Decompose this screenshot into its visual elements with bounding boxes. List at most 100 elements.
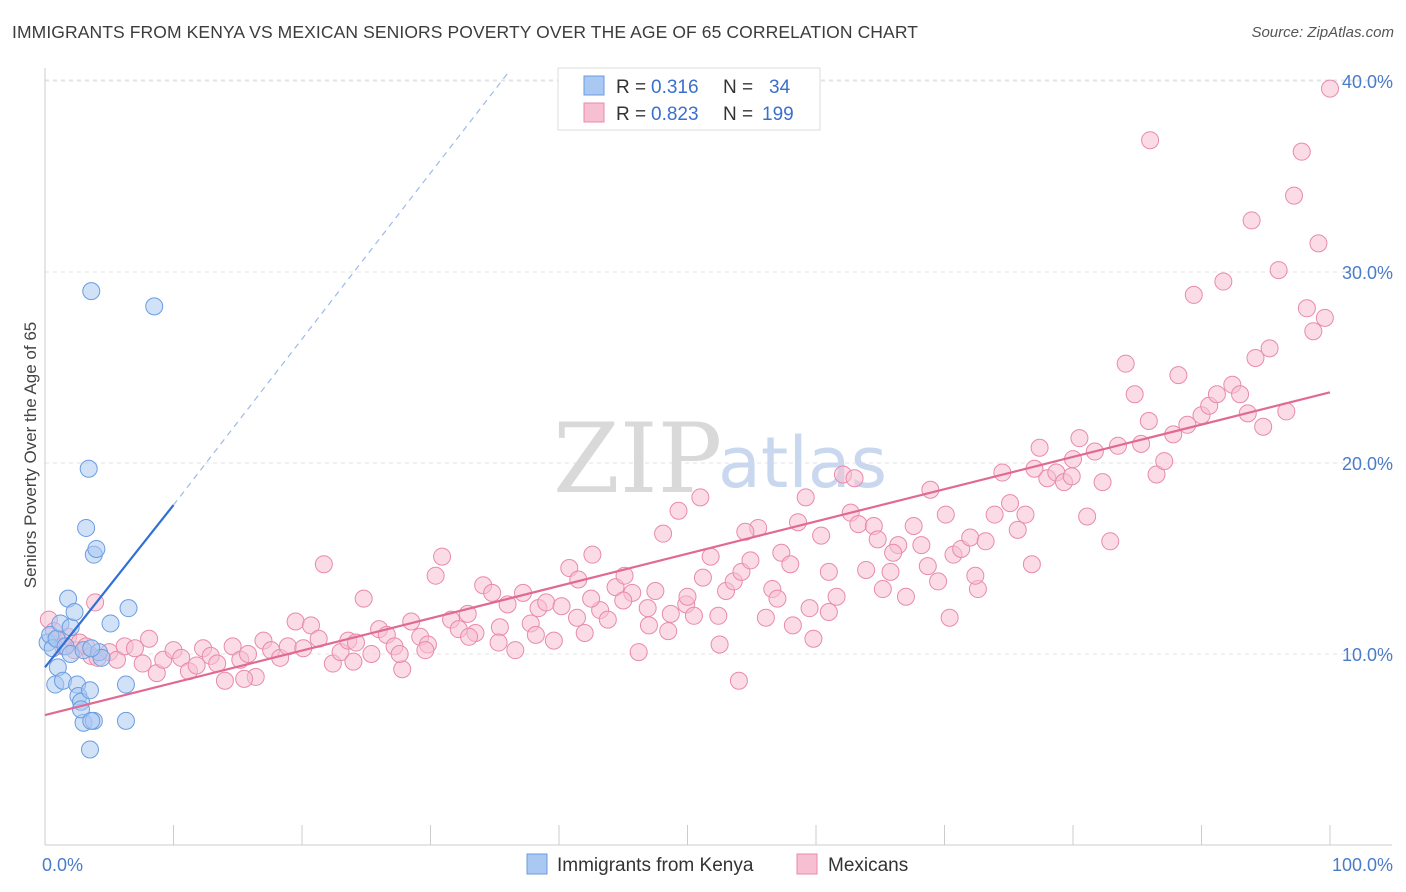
mexicans-point-182 (845, 469, 864, 488)
mexicans-point-110 (873, 580, 892, 599)
mexicans-point-160 (1260, 339, 1279, 358)
series-legend-label-mexicans: Mexicans (828, 855, 908, 876)
mexicans-point-107 (849, 515, 868, 534)
kenya-point-23 (82, 639, 101, 658)
legend-n-label-kenya: N = (723, 77, 753, 98)
mexicans-point-197 (940, 608, 959, 627)
mexicans-point-68 (544, 631, 563, 650)
mexicans-point-108 (857, 560, 876, 579)
mexicans-point-178 (235, 669, 254, 688)
series-immigrants-from-kenya (38, 282, 164, 759)
mexicans-point-54 (433, 547, 452, 566)
legend-swatch-mexicans (583, 102, 605, 123)
series-legend: Immigrants from Kenya Mexicans (526, 853, 908, 876)
y-tick-label-0: 10.0% (1342, 645, 1393, 665)
series-mexicans (39, 79, 1339, 690)
mexicans-point-166 (1304, 322, 1323, 341)
mexicans-point-61 (490, 618, 509, 637)
mexicans-point-123 (976, 532, 995, 551)
mexicans-point-44 (354, 589, 373, 608)
watermark: ZIP atlas (553, 403, 887, 515)
mexicans-point-163 (1285, 186, 1304, 205)
legend-r-value-kenya: 0.316 (651, 77, 699, 98)
mexicans-point-126 (1001, 494, 1020, 513)
mexicans-point-80 (638, 599, 657, 618)
mexicans-point-93 (741, 551, 760, 570)
mexicans-point-169 (1321, 79, 1339, 98)
mexicans-point-135 (1070, 429, 1089, 448)
x-tick-label-1: 100.0% (1332, 855, 1393, 875)
mexicans-point-111 (881, 562, 900, 581)
mexicans-point-116 (921, 480, 940, 499)
mexicans-point-45 (362, 645, 381, 663)
mexicans-point-168 (1315, 308, 1334, 327)
series-legend-swatch-kenya (526, 853, 548, 875)
mexicans-point-79 (629, 643, 648, 662)
mexicans-point-127 (1008, 520, 1027, 539)
mexicans-point-167 (1309, 234, 1328, 253)
mexicans-point-191 (678, 587, 697, 606)
mexicans-point-88 (701, 547, 720, 566)
y-tick-labels: 10.0% 20.0% 30.0% 40.0% (1342, 72, 1393, 665)
mexicans-point-128 (1016, 505, 1035, 524)
mexicans-point-139 (1101, 532, 1120, 551)
kenya-point-33 (116, 711, 135, 730)
mexicans-point-22 (187, 656, 206, 675)
series-legend-label-kenya: Immigrants from Kenya (557, 855, 754, 876)
mexicans-point-161 (1269, 261, 1288, 280)
mexicans-point-129 (1022, 555, 1041, 574)
kenya-point-34 (119, 599, 138, 618)
kenya-point-28 (82, 711, 101, 730)
mexicans-point-95 (756, 608, 775, 627)
kenya-point-31 (116, 675, 135, 694)
mexicans-point-170 (1141, 131, 1160, 150)
mexicans-point-60 (483, 583, 502, 602)
mexicans-point-174 (819, 602, 838, 621)
mexicans-point-89 (709, 606, 728, 625)
mexicans-point-130 (1030, 438, 1049, 457)
mexicans-point-103 (819, 562, 838, 581)
mexicans-point-148 (1169, 366, 1188, 385)
mexicans-point-53 (426, 566, 445, 585)
mexicans-point-190 (659, 622, 678, 641)
mexicans-point-20 (172, 648, 191, 667)
stats-legend: R = 0.316 N = 34 R = 0.823 N = 199 (557, 67, 821, 131)
mexicans-point-188 (489, 633, 508, 652)
mexicans-point-153 (1207, 385, 1226, 404)
mexicans-point-189 (582, 589, 601, 608)
legend-n-label-mexicans: N = (723, 104, 753, 125)
mexicans-point-177 (390, 645, 409, 663)
mexicans-point-117 (929, 572, 948, 591)
kenya-point-25 (80, 740, 99, 759)
kenya-point-18 (80, 681, 99, 700)
mexicans-point-156 (1231, 385, 1250, 404)
kenya-trend-line (44, 504, 175, 669)
mexicans-point-69 (552, 597, 571, 616)
mexicans-point-192 (710, 635, 729, 654)
mexicans-point-115 (912, 536, 931, 555)
kenya-point-17 (77, 518, 96, 537)
mexicans-point-165 (1297, 299, 1316, 318)
x-tick-labels: 0.0% 100.0% (42, 855, 1393, 875)
mexicans-point-82 (654, 524, 673, 543)
mexicans-point-171 (1242, 211, 1261, 230)
kenya-point-35 (145, 297, 164, 316)
kenya-point-32 (101, 614, 120, 633)
mexicans-point-29 (239, 645, 258, 663)
chart-title: IMMIGRANTS FROM KENYA VS MEXICAN SENIORS… (12, 22, 919, 42)
mexicans-point-71 (567, 608, 586, 627)
mexicans-point-39 (314, 555, 333, 574)
mexicans-point-26 (215, 671, 234, 690)
legend-n-value-kenya: 34 (769, 77, 791, 98)
mexicans-point-136 (1078, 507, 1097, 526)
mexicans-point-14 (125, 639, 144, 658)
mexicans-point-164 (1292, 142, 1311, 161)
mexicans-point-196 (918, 557, 937, 576)
mexicans-point-49 (393, 660, 412, 679)
mexicans-point-138 (1093, 473, 1112, 492)
mexicans-point-172 (691, 488, 710, 507)
mexicans-point-72 (575, 623, 594, 642)
y-tick-label-1: 20.0% (1342, 454, 1393, 474)
kenya-point-30 (79, 459, 98, 478)
mexicans-point-81 (646, 581, 665, 600)
